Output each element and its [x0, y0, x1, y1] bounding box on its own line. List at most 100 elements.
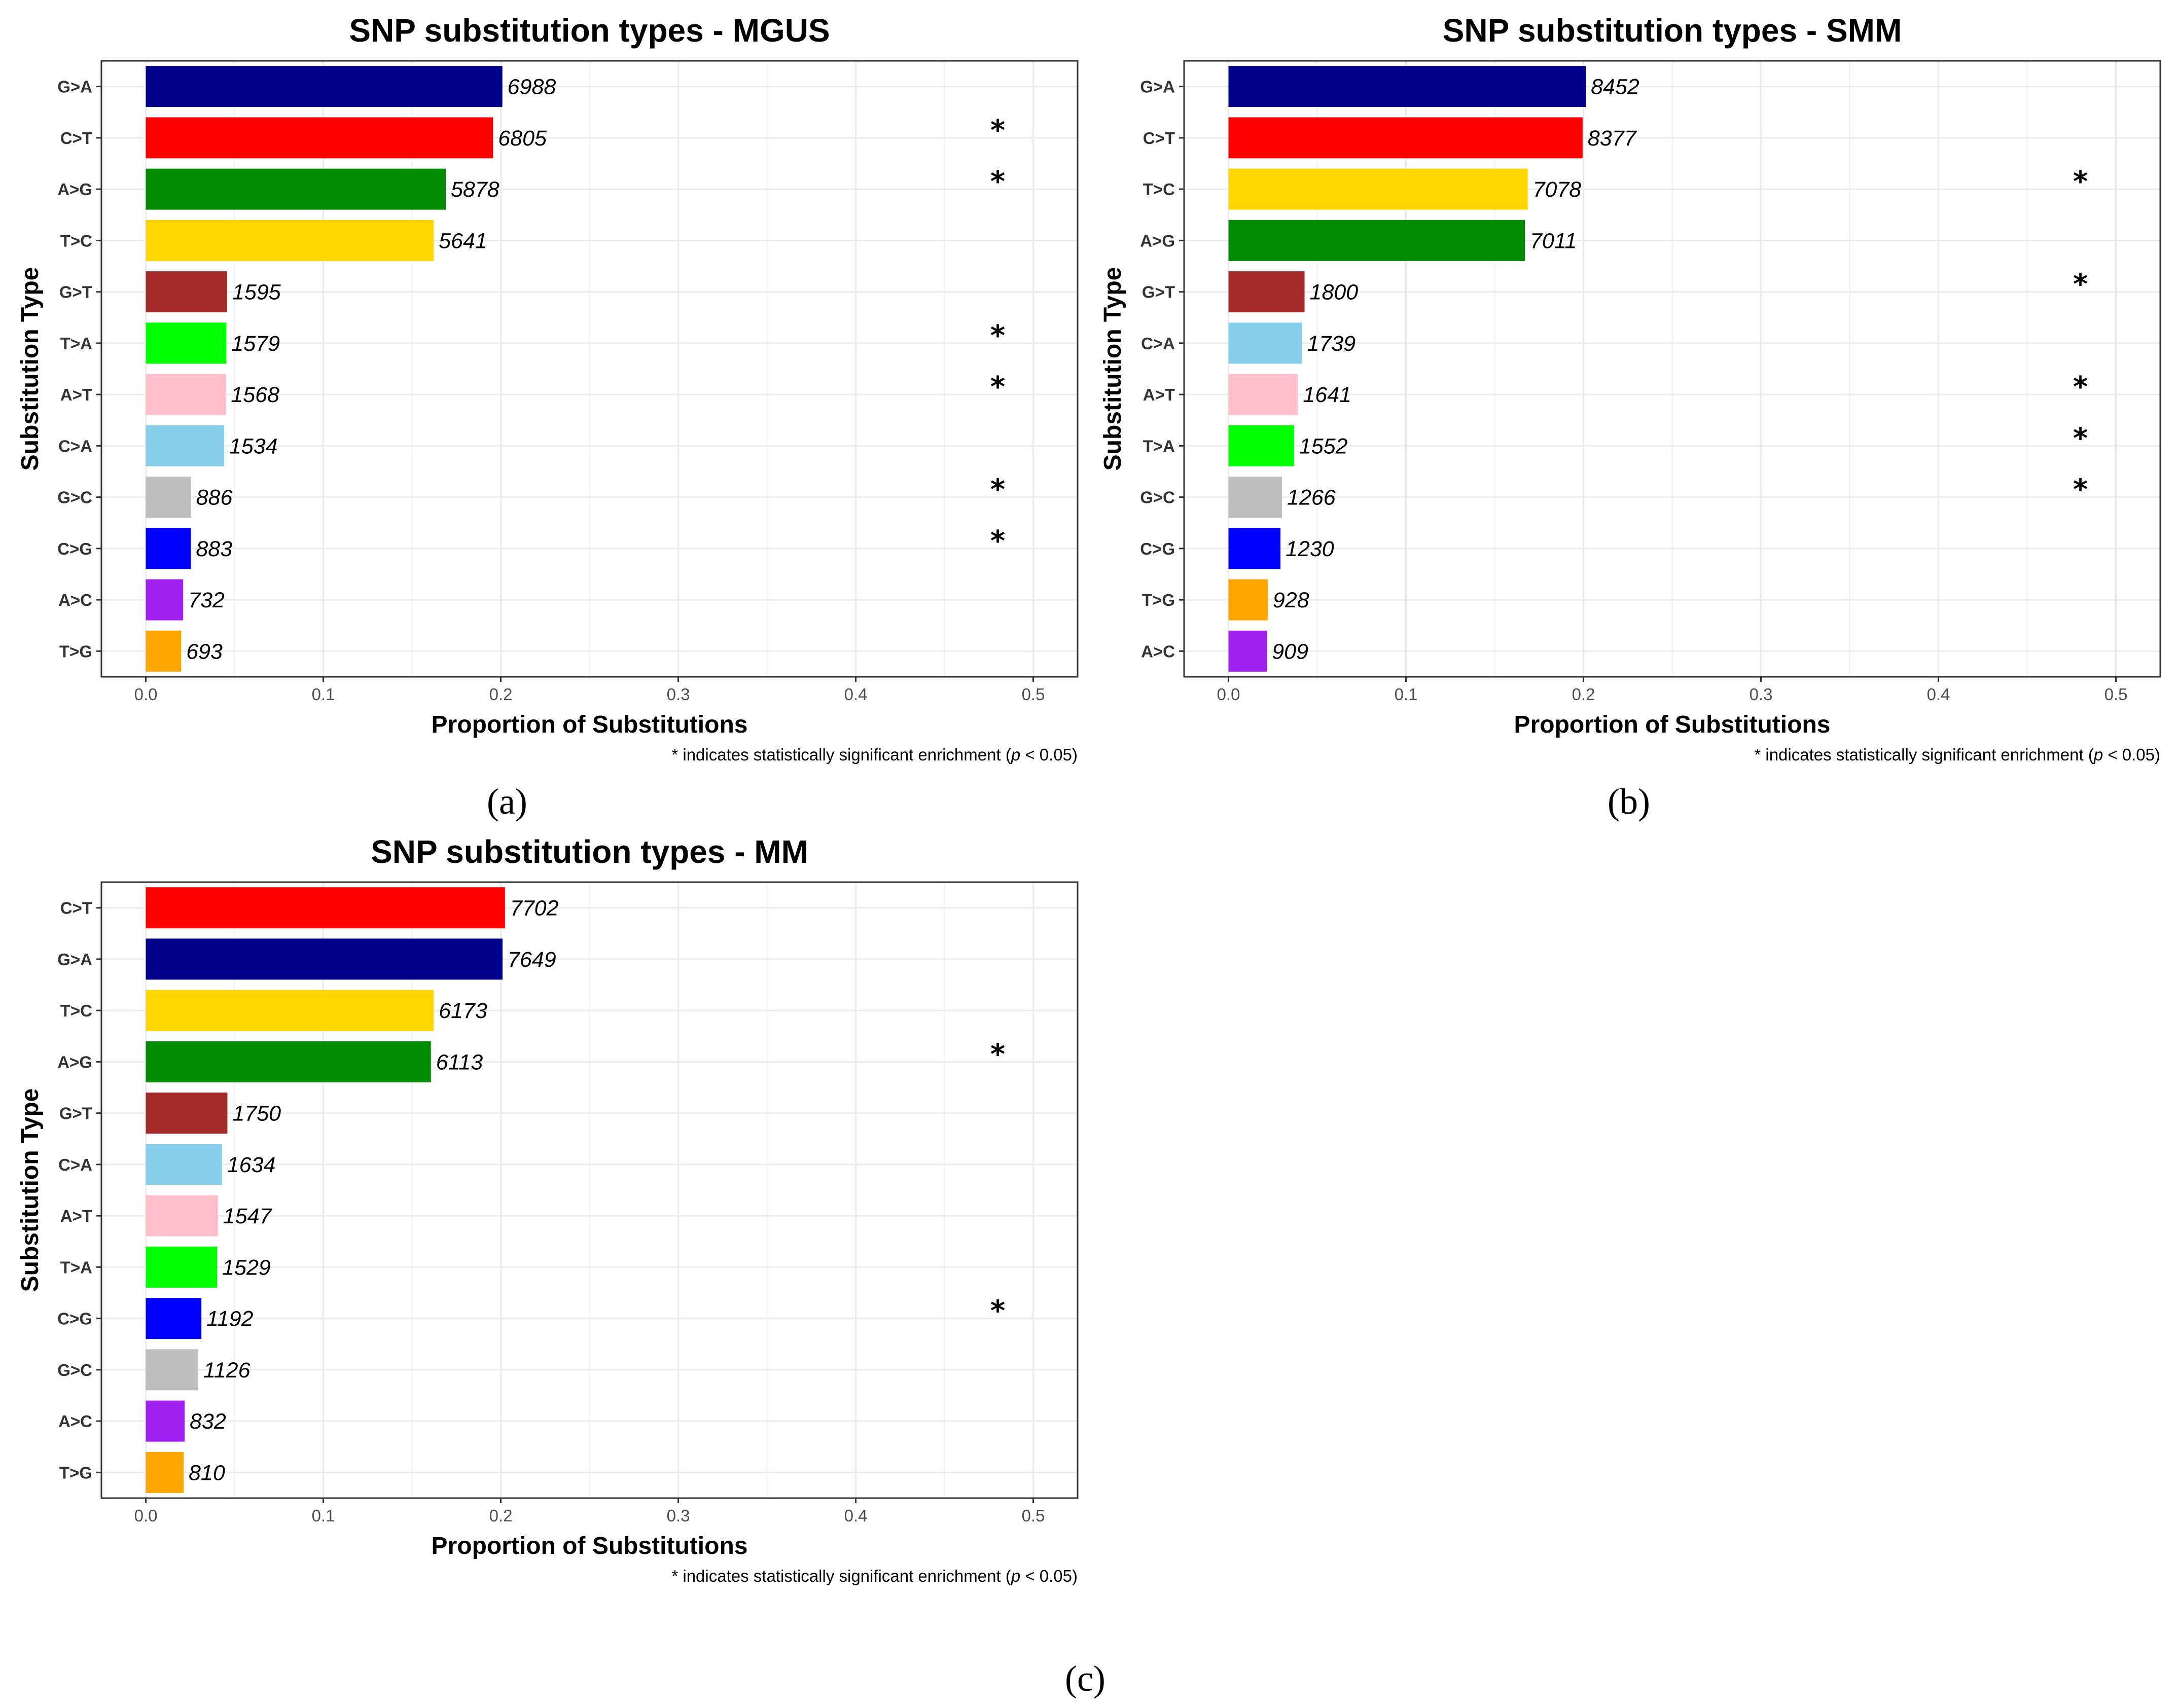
chart-0-bar-t-to-c — [146, 220, 434, 261]
chart-2-bar-label-c-to-t: 7702 — [510, 896, 559, 921]
chart-1-bar-label-g-to-t: 1800 — [1310, 280, 1359, 305]
chart-1-y-tick-label-c-to-g: C>G — [1140, 539, 1175, 558]
chart-1-bar-g-to-c — [1228, 477, 1282, 518]
chart-0-bar-label-g-to-c: 886 — [196, 486, 233, 510]
chart-0-title: SNP substitution types - MGUS — [349, 12, 830, 49]
chart-0-y-tick-label-a-to-c: A>C — [58, 591, 92, 609]
chart-1-bar-label-t-to-c: 7078 — [1533, 177, 1582, 202]
chart-0-y-axis-title: Substitution Type — [17, 267, 44, 471]
chart-1-y-tick-label-t-to-c: T>C — [1143, 180, 1175, 199]
chart-1-bar-c-to-a — [1228, 322, 1302, 364]
chart-2-bar-a-to-t — [146, 1195, 218, 1237]
chart-0-footnote: * indicates statistically significant en… — [671, 745, 1078, 764]
chart-0-bar-label-c-to-t: 6805 — [498, 126, 547, 151]
chart-1-x-tick-label: 0.3 — [1750, 685, 1773, 704]
chart-0-bar-g-to-t — [146, 271, 227, 313]
chart-2-y-tick-label-c-to-a: C>A — [58, 1155, 92, 1174]
chart-2-bar-g-to-c — [146, 1349, 199, 1391]
chart-1-x-tick-label: 0.4 — [1927, 685, 1950, 704]
chart-2-y-tick-label-a-to-t: A>T — [60, 1207, 92, 1225]
chart-0-bar-label-c-to-g: 883 — [196, 537, 232, 561]
chart-1-bar-label-g-to-c: 1266 — [1287, 486, 1336, 510]
chart-2-y-tick-label-c-to-g: C>G — [57, 1310, 92, 1328]
chart-2-footnote-text: * indicates statistically significant en… — [671, 1567, 1011, 1585]
chart-2-y-tick-label-g-to-a: G>A — [57, 950, 92, 969]
chart-1-plot-border — [1183, 60, 2161, 678]
chart-2-bar-c-to-t — [146, 887, 505, 929]
chart-0-bar-c-to-g — [146, 528, 191, 569]
chart-2-x-tick-label: 0.3 — [667, 1506, 690, 1525]
chart-0-significance-marker-t-to-a: * — [990, 319, 1005, 352]
chart-0-y-tick-label-g-to-a: G>A — [57, 78, 92, 96]
chart-1-bar-t-to-a — [1228, 425, 1294, 466]
chart-1-x-tick-label: 0.5 — [2104, 685, 2128, 704]
chart-0-bar-label-a-to-g: 5878 — [451, 177, 499, 202]
chart-0-y-tick-label-a-to-g: A>G — [57, 180, 92, 199]
chart-2-title: SNP substitution types - MM — [371, 833, 808, 870]
chart-0-x-axis-title: Proportion of Substitutions — [432, 711, 748, 738]
chart-1-y-tick-label-t-to-g: T>G — [1142, 591, 1175, 609]
chart-1-y-axis-title: Substitution Type — [1099, 267, 1126, 471]
panel-label-a: (a) — [487, 781, 527, 822]
chart-0-footnote-p: p — [1011, 745, 1020, 764]
chart-0-footnote-threshold: < 0.05) — [1020, 745, 1078, 764]
chart-0-x-tick-label: 0.4 — [844, 685, 868, 704]
chart-2-bar-label-a-to-g: 6113 — [436, 1050, 483, 1074]
chart-1-bar-label-c-to-a: 1739 — [1307, 332, 1355, 356]
chart-panel-smm: SNP substitution types - SMM 8452 G>A 8377 C… — [1083, 0, 2165, 781]
chart-2-footnote-p: p — [1011, 1567, 1020, 1585]
chart-1-bar-t-to-g — [1228, 579, 1268, 621]
chart-2-bar-label-t-to-a: 1529 — [222, 1255, 271, 1280]
chart-0-bar-a-to-c — [146, 579, 184, 621]
chart-0-bar-c-to-t — [146, 117, 493, 159]
chart-2-bar-g-to-a — [146, 938, 503, 980]
chart-0-bar-c-to-a — [146, 425, 224, 466]
chart-0-bar-label-t-to-g: 693 — [186, 639, 223, 664]
chart-0-bar-a-to-g — [146, 168, 446, 210]
chart-0-y-tick-label-c-to-a: C>A — [58, 437, 92, 455]
chart-0-bar-label-a-to-t: 1568 — [231, 383, 279, 407]
chart-2-bar-c-to-a — [146, 1144, 222, 1185]
chart-2-y-tick-label-t-to-a: T>A — [60, 1258, 92, 1277]
chart-0-bar-label-c-to-a: 1534 — [229, 434, 278, 458]
chart-svg-mm: SNP substitution types - MM 7702 C>T 7649 G>… — [17, 833, 1079, 1585]
chart-0-x-tick-label: 0.5 — [1022, 685, 1045, 704]
chart-2-y-tick-label-c-to-t: C>T — [60, 899, 92, 918]
chart-2-y-tick-label-g-to-t: G>T — [59, 1104, 92, 1123]
chart-2-y-tick-label-t-to-c: T>C — [60, 1001, 92, 1020]
chart-0-bar-t-to-a — [146, 322, 227, 364]
chart-0-y-tick-label-g-to-t: G>T — [59, 283, 92, 302]
chart-2-y-tick-label-g-to-c: G>C — [57, 1361, 92, 1379]
chart-1-bar-a-to-g — [1228, 220, 1525, 261]
chart-1-bar-label-g-to-a: 8452 — [1591, 75, 1639, 99]
chart-2-y-axis-title: Substitution Type — [17, 1088, 44, 1292]
chart-1-bar-t-to-c — [1228, 168, 1528, 210]
chart-0-y-tick-label-t-to-a: T>A — [60, 334, 92, 353]
chart-2-y-tick-label-a-to-g: A>G — [57, 1052, 92, 1071]
chart-0-significance-marker-a-to-g: * — [990, 165, 1005, 198]
chart-2-x-tick-label: 0.2 — [489, 1506, 513, 1525]
chart-2-bar-t-to-g — [146, 1451, 184, 1493]
chart-1-significance-marker-t-to-a: * — [2073, 422, 2088, 455]
chart-1-title: SNP substitution types - SMM — [1443, 12, 1902, 49]
panel-label-c: (c) — [1065, 1658, 1105, 1699]
chart-1-significance-marker-a-to-t: * — [2073, 371, 2088, 404]
chart-0-bar-label-t-to-c: 5641 — [439, 229, 487, 253]
chart-panel-mm: SNP substitution types - MM 7702 C>T 7649 G>… — [0, 821, 1083, 1602]
chart-1-bar-label-a-to-t: 1641 — [1303, 383, 1351, 407]
chart-0-bar-g-to-a — [146, 66, 503, 107]
chart-1-y-tick-label-c-to-a: C>A — [1141, 334, 1175, 353]
chart-1-y-tick-label-c-to-t: C>T — [1143, 129, 1175, 148]
chart-0-bar-label-g-to-a: 6988 — [508, 75, 556, 99]
chart-1-y-tick-label-g-to-a: G>A — [1140, 78, 1175, 96]
chart-1-y-tick-label-g-to-c: G>C — [1140, 488, 1175, 507]
chart-2-x-tick-label: 0.5 — [1022, 1506, 1045, 1525]
chart-2-significance-marker-c-to-g: * — [990, 1295, 1005, 1328]
chart-0-y-tick-label-t-to-g: T>G — [59, 642, 92, 661]
chart-1-bar-label-c-to-t: 8377 — [1588, 126, 1637, 151]
chart-1-x-tick-label: 0.0 — [1217, 685, 1240, 704]
chart-panel-mgus: SNP substitution types - MGUS 6988 G>A 6805… — [0, 0, 1083, 781]
chart-2-bar-a-to-g — [146, 1041, 431, 1082]
chart-2-bar-label-c-to-a: 1634 — [227, 1153, 276, 1177]
chart-2-x-tick-label: 0.4 — [844, 1506, 868, 1525]
